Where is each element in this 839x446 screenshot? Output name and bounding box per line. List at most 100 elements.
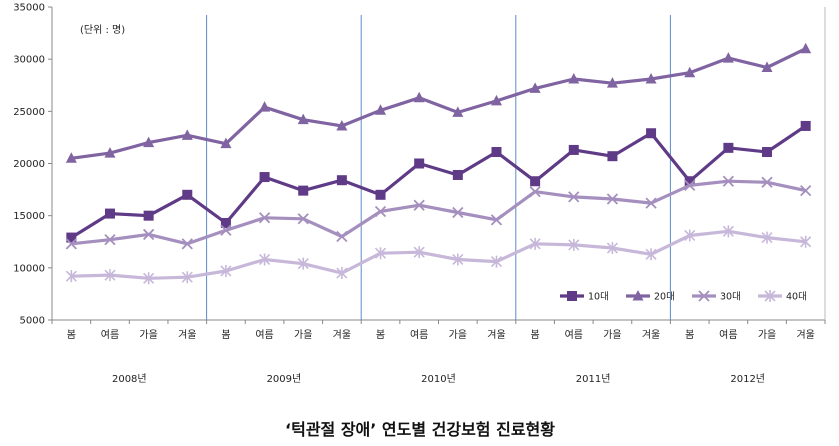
data-point-triangle (143, 136, 155, 148)
data-point-square (607, 151, 618, 162)
data-point-x (722, 175, 735, 187)
data-point-x (568, 191, 580, 203)
y-tick-label: 5000 (20, 316, 45, 327)
data-point-star (764, 290, 776, 302)
legend-item: 40대 (758, 290, 807, 303)
data-point-x (490, 214, 503, 226)
data-point-star (568, 238, 580, 251)
data-point-square (182, 189, 193, 200)
data-point-x (142, 228, 155, 241)
y-tick-label: 10000 (13, 263, 45, 274)
data-point-star (374, 247, 387, 260)
data-point-square (684, 176, 695, 187)
series-30대 (65, 175, 812, 250)
legend-item: 20대 (626, 290, 675, 303)
x-category-label: 봄 (221, 329, 230, 341)
series-40대 (65, 225, 812, 285)
x-category-label: 겨울 (333, 329, 351, 341)
data-point-triangle (104, 147, 116, 158)
legend-label: 20대 (654, 292, 675, 303)
legend-label: 10대 (588, 292, 609, 303)
x-category-label: 여름 (255, 329, 273, 341)
data-point-square (104, 208, 115, 219)
series-line (71, 179, 807, 246)
data-point-triangle (490, 94, 502, 106)
x-category-label: 여름 (565, 329, 583, 341)
x-category-label: 여름 (719, 329, 737, 341)
data-point-x (800, 184, 812, 197)
x-category-label: 봄 (67, 329, 76, 341)
x-category-label: 가을 (449, 329, 467, 341)
data-point-triangle (336, 119, 348, 131)
x-category-label: 겨울 (796, 329, 814, 341)
series-20대 (65, 42, 812, 163)
data-point-triangle (375, 104, 387, 115)
data-point-star (606, 242, 618, 255)
data-point-star (684, 229, 696, 242)
data-point-triangle (761, 61, 773, 73)
data-point-star (336, 267, 348, 280)
series-line (71, 47, 807, 160)
data-point-star (104, 269, 116, 282)
data-point-triangle (452, 106, 464, 117)
data-point-square (414, 158, 425, 169)
data-point-square (491, 147, 502, 158)
data-point-triangle (259, 101, 271, 112)
data-point-star (65, 270, 77, 283)
y-tick-label: 35000 (13, 3, 45, 14)
data-point-x (761, 176, 773, 188)
legend: 10대 20대 30대 40대 (560, 290, 807, 303)
x-category-label: 겨울 (642, 329, 660, 341)
legend-label: 30대 (720, 292, 741, 303)
data-point-triangle (220, 137, 232, 149)
data-point-triangle (722, 52, 734, 63)
data-point-star (490, 255, 503, 268)
x-category-label: 여름 (101, 329, 119, 341)
data-point-x (452, 206, 464, 219)
data-point-square (723, 142, 734, 153)
data-point-square (259, 172, 270, 183)
x-year-label: 2012년 (730, 373, 765, 385)
y-axis-ticks: 5000 10000 15000 20000 25000 30000 35000 (13, 3, 52, 327)
x-category-label: 가을 (139, 329, 157, 341)
data-point-square (220, 217, 231, 228)
data-point-triangle (800, 42, 812, 54)
data-point-square (66, 232, 77, 243)
data-point-x (374, 205, 387, 218)
data-point-square (530, 176, 541, 187)
data-point-triangle (645, 72, 657, 84)
data-point-triangle (568, 72, 580, 84)
x-category-label: 겨울 (487, 329, 505, 341)
x-category-label: 가을 (294, 329, 312, 341)
x-axis-years: 2008년 2009년 2010년 2011년 2012년 (112, 373, 765, 385)
y-tick-label: 20000 (13, 159, 45, 170)
data-point-star (143, 272, 155, 285)
x-axis-categories: 봄 여름 가을 겨울 봄 여름 가을 겨울 봄 여름 가을 겨울 봄 여름 가을 겨울 봄 여름 가을 겨울 (51, 320, 826, 341)
data-point-star (761, 231, 773, 244)
x-category-label: 가을 (758, 329, 776, 341)
data-point-star (220, 264, 232, 277)
data-point-x (606, 193, 619, 205)
y-tick-label: 30000 (13, 55, 45, 66)
data-point-square (143, 210, 154, 221)
y-tick-label: 15000 (13, 211, 45, 222)
data-point-x (698, 290, 710, 302)
x-category-label: 가을 (603, 329, 621, 341)
data-point-star (297, 257, 309, 270)
data-point-square (336, 175, 347, 186)
data-point-star (181, 271, 193, 284)
data-point-x (529, 186, 541, 198)
data-point-square (452, 169, 463, 180)
data-point-x (220, 224, 232, 236)
legend-label: 40대 (786, 292, 807, 303)
series-10대 (66, 120, 811, 243)
data-point-triangle (684, 66, 696, 78)
data-point-x (413, 199, 425, 211)
data-point-triangle (297, 113, 309, 125)
data-point-triangle (606, 77, 618, 88)
data-point-x (645, 197, 657, 209)
data-point-star (722, 225, 734, 238)
year-separators (206, 15, 671, 320)
data-point-triangle (413, 91, 425, 103)
